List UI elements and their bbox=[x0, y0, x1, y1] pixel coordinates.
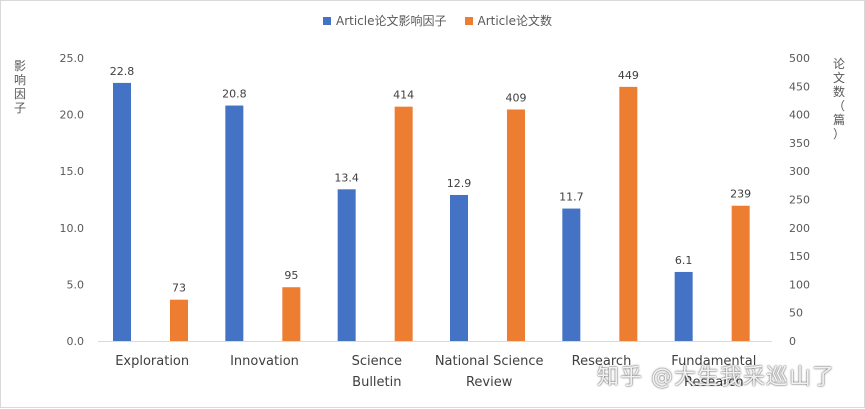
category-label: Innovation bbox=[230, 354, 299, 369]
bar-impact-factor bbox=[337, 189, 356, 341]
category-label: Science bbox=[352, 354, 402, 369]
left-axis-tick-label: 0.0 bbox=[67, 335, 85, 348]
data-label: 239 bbox=[730, 188, 751, 201]
watermark-text: 知乎 @大生我采巡山了 bbox=[597, 365, 835, 390]
bar-impact-factor bbox=[562, 208, 581, 341]
data-label: 73 bbox=[172, 282, 186, 295]
right-axis-tick-label: 250 bbox=[789, 194, 810, 207]
right-axis-tick-label: 350 bbox=[789, 137, 810, 150]
left-axis-tick-label: 25.0 bbox=[60, 52, 85, 65]
right-axis-tick-label: 400 bbox=[789, 109, 810, 122]
legend-label-impact-factor: Article论文影响因子 bbox=[336, 14, 447, 28]
category-label: National Science bbox=[435, 354, 544, 369]
category-label: Research bbox=[684, 375, 744, 390]
legend-item-impact-factor: Article论文影响因子 bbox=[323, 12, 447, 29]
left-axis-tick-label: 5.0 bbox=[67, 278, 85, 291]
legend-item-article-count: Article论文数 bbox=[464, 12, 553, 29]
data-label: 449 bbox=[618, 69, 639, 82]
category-label: Bulletin bbox=[352, 375, 401, 390]
bar-impact-factor bbox=[113, 82, 131, 342]
bar-article-count bbox=[282, 287, 301, 341]
data-label: 11.7 bbox=[559, 191, 584, 204]
left-axis-tick-label: 20.0 bbox=[60, 109, 85, 122]
right-axis-tick-label: 300 bbox=[789, 165, 810, 178]
data-label: 20.8 bbox=[222, 88, 247, 101]
bar-article-count bbox=[394, 106, 413, 342]
bar-impact-factor bbox=[225, 105, 244, 341]
data-label: 414 bbox=[393, 89, 414, 102]
legend: Article论文影响因子 Article论文数 bbox=[323, 12, 552, 29]
category-label: Exploration bbox=[115, 354, 189, 369]
right-axis-tick-label: 0 bbox=[789, 335, 796, 348]
bar-article-count bbox=[731, 205, 750, 341]
data-label: 13.4 bbox=[334, 171, 359, 184]
category-label: Review bbox=[466, 375, 513, 390]
right-axis-tick-label: 200 bbox=[789, 222, 810, 235]
legend-swatch-blue bbox=[323, 16, 331, 25]
data-label: 95 bbox=[284, 269, 298, 282]
bar-article-count bbox=[170, 299, 188, 341]
data-label: 12.9 bbox=[447, 177, 472, 190]
right-axis-tick-label: 150 bbox=[789, 250, 810, 263]
data-label: 6.1 bbox=[675, 254, 693, 267]
right-axis-tick-label: 50 bbox=[789, 307, 803, 320]
category-label: Fundamental bbox=[671, 354, 756, 369]
legend-label-article-count: Article论文数 bbox=[477, 14, 553, 28]
data-label: 409 bbox=[506, 92, 527, 105]
legend-swatch-orange bbox=[464, 16, 473, 25]
category-label: Research bbox=[572, 354, 632, 369]
left-axis-tick-label: 10.0 bbox=[60, 222, 85, 235]
bar-impact-factor bbox=[674, 271, 693, 341]
bar-impact-factor bbox=[450, 194, 468, 341]
left-axis-tick-label: 15.0 bbox=[60, 165, 85, 178]
right-axis-tick-label: 100 bbox=[789, 278, 810, 291]
left-axis-label: 影响因子 bbox=[13, 59, 26, 115]
right-axis-tick-label: 450 bbox=[789, 80, 810, 93]
right-axis-label: 论文数（篇） bbox=[832, 57, 845, 141]
data-label: 22.8 bbox=[110, 65, 135, 78]
right-axis-tick-label: 500 bbox=[789, 52, 810, 65]
bar-article-count bbox=[619, 86, 638, 341]
bar-article-count bbox=[507, 109, 525, 341]
